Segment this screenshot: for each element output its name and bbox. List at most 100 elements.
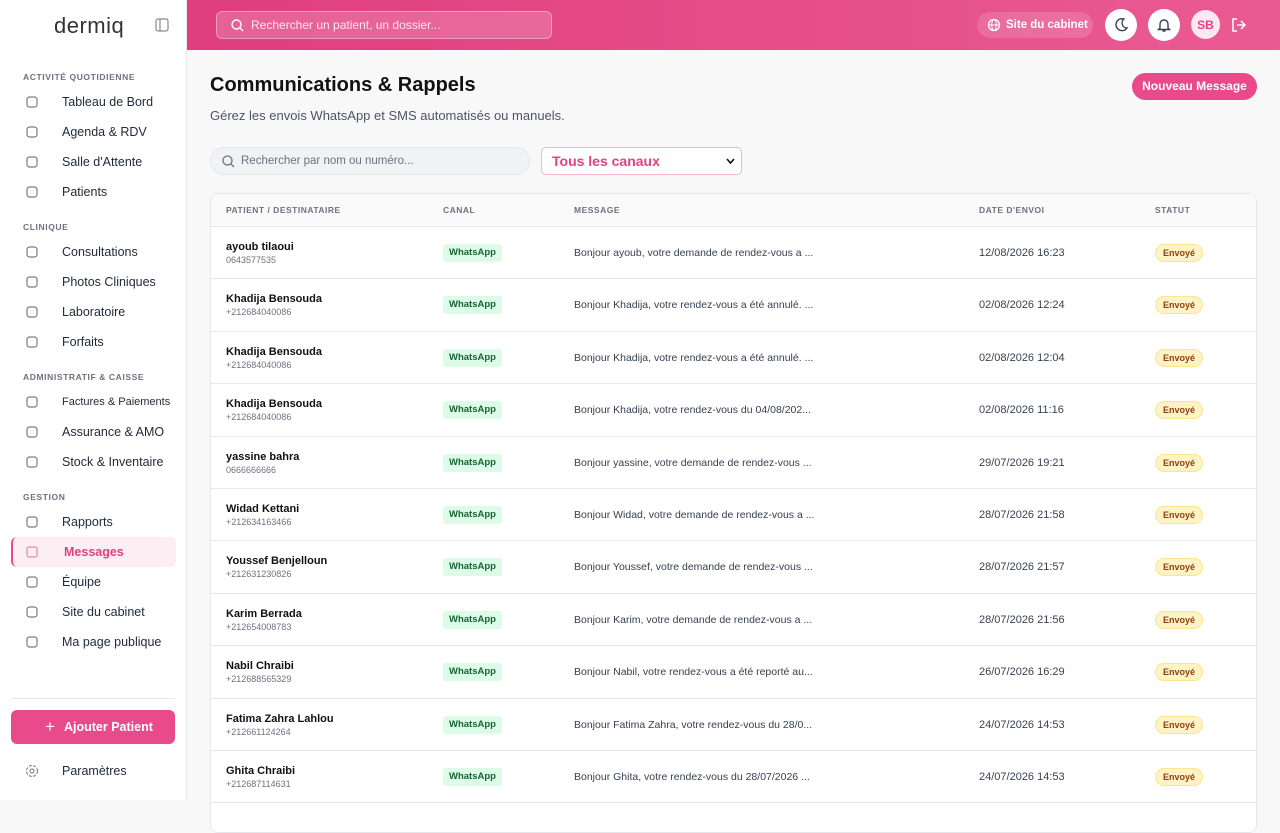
nav-item[interactable]: Stock & Inventaire (0, 447, 176, 477)
site-link[interactable]: Site du cabinet (977, 12, 1093, 38)
patient-phone: +212634163466 (226, 517, 292, 527)
nav-item[interactable]: Salle d'Attente (0, 147, 176, 177)
sent-date: 28/07/2026 21:56 (979, 613, 1065, 626)
message-preview: Bonjour ayoub, votre demande de rendez-v… (574, 247, 814, 259)
sent-date: 24/07/2026 14:53 (979, 718, 1065, 731)
sent-date: 28/07/2026 21:57 (979, 561, 1065, 574)
table-row[interactable]: Khadija Bensouda +212684040086 WhatsApp Bon… (211, 384, 1256, 437)
theme-toggle[interactable] (1105, 9, 1137, 41)
status-badge: Envoyé (1155, 558, 1204, 577)
status-badge: Envoyé (1155, 453, 1204, 472)
channel-badge: WhatsApp (443, 506, 502, 524)
table-row[interactable]: Widad Kettani +212634163466 WhatsApp Bonjou… (211, 489, 1256, 542)
nav-item[interactable]: Tableau de Bord (0, 87, 176, 117)
notifications[interactable] (1148, 9, 1180, 41)
patient-phone: 0643577535 (226, 255, 277, 265)
nav-item[interactable]: Site du cabinet (0, 597, 176, 627)
sidebar-toggle[interactable] (155, 18, 169, 32)
global-search[interactable]: Rechercher un patient, un dossier... (216, 11, 552, 39)
channel-select-value: Tous les canaux (552, 153, 660, 169)
nav-item[interactable]: Patients (0, 177, 176, 207)
patient-name: Widad Kettani (226, 503, 300, 515)
table-row[interactable]: Ghita Chraibi +212687114631 WhatsApp Bonjou… (211, 751, 1256, 804)
table-row[interactable]: Karim Berrada +212654008783 WhatsApp Bonjou… (211, 594, 1256, 647)
nav: ACTIVITÉ QUOTIDIENNE Tableau de Bord Agend… (0, 57, 187, 657)
channel-select[interactable]: Tous les canaux (541, 147, 742, 175)
nav-item-label: Tableau de Bord (62, 95, 154, 109)
channel-badge: WhatsApp (443, 558, 502, 577)
nav-item[interactable]: Équipe (0, 567, 176, 597)
settings-icon (26, 765, 38, 777)
nav-item[interactable]: Agenda & RDV (0, 117, 176, 147)
nav-section-title: GESTION (23, 492, 66, 502)
table-header: PATIENT / DESTINATAIRE CANAL MESSAGE DATE D… (211, 194, 1256, 227)
column-header: CANAL (443, 205, 476, 215)
patient-name: Nabil Chraibi (226, 660, 294, 673)
column-header: STATUT (1155, 205, 1191, 215)
status-badge: Envoyé (1155, 348, 1204, 367)
table-row[interactable]: Khadija Bensouda +212684040086 WhatsApp Bon… (211, 332, 1256, 385)
message-preview: Bonjour Fatima Zahra, votre rendez-vous … (574, 718, 813, 731)
nav-item[interactable]: Consultations (0, 237, 176, 267)
add-patient-button[interactable]: + Ajouter Patient (11, 710, 175, 744)
message-preview: Bonjour Ghita, votre rendez-vous du 28/0… (574, 771, 810, 783)
filter-search[interactable]: Rechercher par nom ou numéro... (210, 147, 530, 175)
filter-search-placeholder: Rechercher par nom ou numéro... (241, 155, 414, 167)
message-preview: Bonjour Youssef, votre demande de rendez… (574, 561, 813, 574)
table-row[interactable]: Nabil Chraibi +212688565329 WhatsApp Bonjou… (211, 646, 1256, 699)
nav-item-label: Forfaits (62, 335, 104, 349)
nav-item-label: Factures & Paiements (62, 396, 171, 408)
column-header: MESSAGE (574, 205, 621, 215)
nav-item[interactable]: Photos Cliniques (0, 267, 176, 297)
column-header: PATIENT / DESTINATAIRE (226, 205, 341, 215)
search-placeholder: Rechercher un patient, un dossier... (251, 18, 441, 32)
nav-section-title: CLINIQUE (23, 222, 69, 232)
nav-item[interactable]: Forfaits (0, 327, 176, 357)
nav-item[interactable]: Messages (11, 537, 176, 567)
nav-item-label: Équipe (62, 575, 101, 589)
patient-name: yassine bahra (226, 450, 300, 463)
table-row[interactable]: yassine bahra 0666666666 WhatsApp Bonjour y… (211, 437, 1256, 489)
logout[interactable] (1231, 17, 1247, 33)
nav-item-label: Messages (64, 545, 124, 559)
nav-item[interactable]: Ma page publique (0, 627, 176, 657)
nav-item[interactable]: Laboratoire (0, 297, 176, 327)
patient-name: Ghita Chraibi (226, 765, 296, 777)
site-link-label: Site du cabinet (1006, 19, 1088, 31)
table-row[interactable]: Fatima Zahra Lahlou +212661124264 WhatsApp… (211, 699, 1256, 751)
sent-date: 12/08/2026 16:23 (979, 247, 1065, 259)
add-patient-label: Ajouter Patient (64, 720, 153, 734)
status-badge: Envoyé (1155, 663, 1204, 682)
settings-link[interactable]: Paramètres (62, 764, 127, 778)
channel-badge: WhatsApp (443, 348, 502, 367)
table-row[interactable]: Youssef Benjelloun +212631230826 WhatsApp B… (211, 541, 1256, 594)
nav-item-label: Site du cabinet (62, 605, 145, 619)
message-preview: Bonjour Khadija, votre rendez-vous a été… (574, 299, 814, 312)
channel-badge: WhatsApp (443, 715, 502, 734)
nav-item[interactable]: Rapports (0, 507, 176, 537)
sent-date: 02/08/2026 12:04 (979, 351, 1065, 364)
avatar[interactable]: SB (1191, 10, 1220, 39)
logo: dermiq (54, 13, 125, 38)
nav-item-label: Laboratoire (62, 305, 126, 319)
message-preview: Bonjour Nabil, votre rendez-vous a été r… (574, 666, 813, 679)
nav-item-label: Assurance & AMO (62, 425, 165, 439)
new-message-button[interactable]: Nouveau Message (1132, 73, 1257, 100)
message-preview: Bonjour Karim, votre demande de rendez-v… (574, 613, 813, 626)
patient-name: Youssef Benjelloun (226, 555, 328, 568)
channel-badge: WhatsApp (443, 768, 502, 786)
message-preview: Bonjour yassine, votre demande de rendez… (574, 456, 812, 469)
nav-section-title: ACTIVITÉ QUOTIDIENNE (23, 72, 136, 82)
column-header: DATE D'ENVOI (979, 205, 1045, 215)
nav-item[interactable]: Assurance & AMO (0, 417, 176, 447)
table-row[interactable]: ayoub tilaoui 0643577535 WhatsApp Bonjour a… (211, 227, 1256, 280)
nav-item[interactable]: Factures & Paiements (0, 387, 176, 417)
nav-item-label: Patients (62, 185, 108, 199)
patient-name: Khadija Bensouda (226, 293, 322, 306)
message-preview: Bonjour Widad, votre demande de rendez-v… (574, 509, 815, 521)
page-subtitle: Gérez les envois WhatsApp et SMS automat… (210, 108, 565, 123)
patient-phone: +212684040086 (226, 307, 292, 318)
sent-date: 28/07/2026 21:58 (979, 509, 1065, 521)
table-row[interactable]: Khadija Bensouda +212684040086 WhatsApp Bon… (211, 279, 1256, 332)
